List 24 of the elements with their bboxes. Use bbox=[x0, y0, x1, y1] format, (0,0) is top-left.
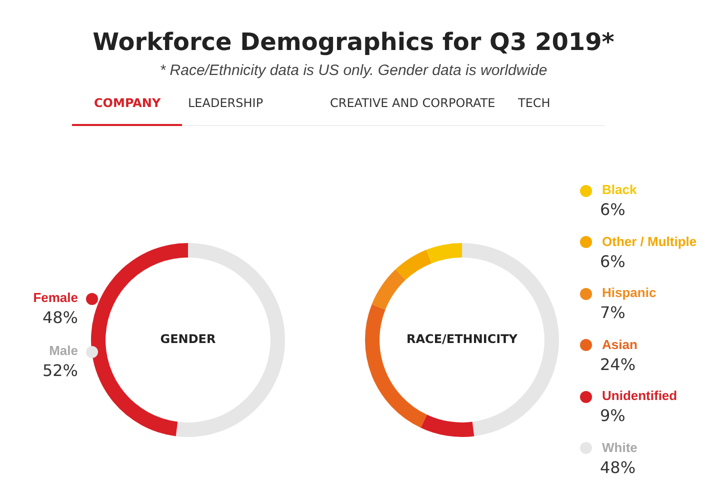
legend-label: Male bbox=[49, 343, 78, 358]
legend-label: White bbox=[602, 440, 638, 454]
data-label: 48% bbox=[600, 458, 637, 476]
text: RACE/ETHNICITY bbox=[406, 332, 518, 346]
text: * Race/Ethnicity data is US only. Gender data is worldwide bbox=[158, 62, 548, 79]
data-label: 6% bbox=[600, 252, 626, 270]
legend-label: Asian bbox=[602, 336, 638, 352]
data-label: 6% bbox=[600, 200, 626, 219]
text: GENDER bbox=[160, 332, 216, 346]
legend-label: Black bbox=[602, 182, 637, 197]
data-label: 52% bbox=[42, 361, 78, 380]
legend-label: Other / Multiple bbox=[602, 234, 697, 248]
data-label: 7% bbox=[600, 303, 626, 322]
data-label: 24% bbox=[600, 354, 637, 374]
data-label: 9% bbox=[600, 406, 626, 425]
legend-label: Female bbox=[33, 290, 78, 305]
text: CREATIVE AND CORPORATE bbox=[330, 96, 496, 110]
text: COMPANY bbox=[94, 96, 161, 110]
legend-label: Hispanic bbox=[602, 285, 656, 300]
legend-label: Unidentified bbox=[602, 388, 678, 403]
text: LEADERSHIP bbox=[188, 96, 264, 110]
text: Workforce Demographics for Q3 2019* bbox=[92, 28, 616, 56]
text: TECH bbox=[518, 96, 550, 110]
data-label: 48% bbox=[41, 308, 78, 327]
